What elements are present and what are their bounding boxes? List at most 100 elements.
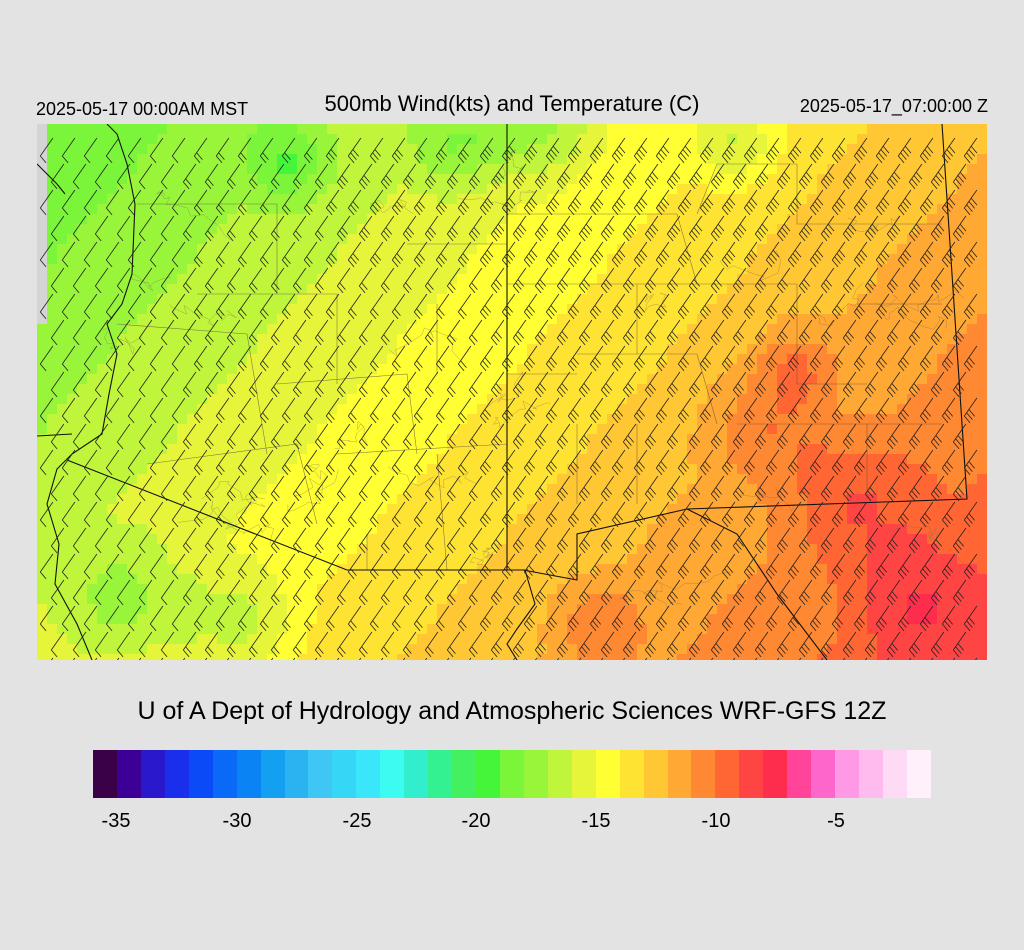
temperature-cell (587, 344, 598, 355)
temperature-cell (807, 354, 818, 365)
temperature-cell (447, 414, 458, 425)
temperature-cell (137, 354, 148, 365)
temperature-cell (237, 434, 248, 445)
temperature-cell (797, 464, 808, 475)
temperature-cell (37, 524, 48, 535)
temperature-cell (637, 484, 648, 495)
temperature-cell (497, 524, 508, 535)
temperature-cell (627, 194, 638, 205)
temperature-cell (177, 374, 188, 385)
temperature-cell (847, 154, 858, 165)
temperature-cell (697, 594, 708, 605)
temperature-cell (57, 444, 68, 455)
temperature-cell (117, 464, 128, 475)
temperature-cell (667, 234, 678, 245)
temperature-cell (527, 634, 538, 645)
temperature-cell (777, 334, 788, 345)
temperature-cell (117, 244, 128, 255)
temperature-cell (757, 444, 768, 455)
temperature-cell (767, 554, 778, 565)
temperature-cell (127, 174, 138, 185)
temperature-cell (637, 374, 648, 385)
temperature-cell (807, 374, 818, 385)
temperature-cell (857, 394, 868, 405)
temperature-cell (127, 384, 138, 395)
temperature-cell (57, 294, 68, 305)
temperature-cell (827, 294, 838, 305)
temperature-cell (617, 284, 628, 295)
temperature-cell (867, 374, 878, 385)
temperature-cell (507, 574, 518, 585)
temperature-cell (687, 454, 698, 465)
temperature-cell (617, 634, 628, 645)
temperature-cell (617, 584, 628, 595)
temperature-cell (157, 174, 168, 185)
temperature-cell (377, 634, 388, 645)
temperature-cell (437, 124, 448, 135)
temperature-cell (747, 184, 758, 195)
temperature-cell (67, 144, 78, 155)
temperature-cell (707, 484, 718, 495)
temperature-cell (467, 524, 478, 535)
temperature-cell (377, 554, 388, 565)
temperature-cell (357, 374, 368, 385)
temperature-cell (687, 184, 698, 195)
temperature-cell (637, 204, 648, 215)
temperature-cell (507, 614, 518, 625)
temperature-cell (57, 434, 68, 445)
temperature-cell (827, 604, 838, 615)
temperature-cell (777, 614, 788, 625)
temperature-cell (697, 204, 708, 215)
temperature-cell (687, 384, 698, 395)
temperature-cell (937, 544, 948, 555)
temperature-cell (247, 394, 258, 405)
temperature-cell (107, 384, 118, 395)
temperature-cell (527, 454, 538, 465)
temperature-cell (347, 374, 358, 385)
temperature-cell (817, 464, 828, 475)
temperature-cell (407, 574, 418, 585)
temperature-cell (587, 134, 598, 145)
temperature-cell (797, 624, 808, 635)
temperature-cell (917, 264, 928, 275)
temperature-cell (867, 164, 878, 175)
temperature-cell (357, 364, 368, 375)
temperature-cell (647, 174, 658, 185)
temperature-cell (757, 174, 768, 185)
temperature-cell (967, 134, 978, 145)
temperature-cell (767, 494, 778, 505)
temperature-cell (917, 214, 928, 225)
temperature-cell (777, 484, 788, 495)
temperature-cell (307, 614, 318, 625)
temperature-cell (447, 424, 458, 435)
temperature-cell (607, 414, 618, 425)
temperature-cell (127, 584, 138, 595)
temperature-cell (717, 134, 728, 145)
temperature-cell (647, 624, 658, 635)
temperature-cell (197, 274, 208, 285)
temperature-cell (47, 204, 58, 215)
temperature-cell (147, 364, 158, 375)
temperature-cell (707, 144, 718, 155)
temperature-cell (107, 214, 118, 225)
temperature-cell (957, 444, 968, 455)
temperature-cell (767, 474, 778, 485)
temperature-cell (907, 274, 918, 285)
temperature-cell (787, 294, 798, 305)
temperature-cell (287, 234, 298, 245)
temperature-cell (707, 464, 718, 475)
temperature-cell (537, 644, 548, 655)
temperature-cell (597, 544, 608, 555)
temperature-cell (527, 254, 538, 265)
temperature-cell (647, 544, 658, 555)
temperature-cell (857, 294, 868, 305)
temperature-cell (457, 184, 468, 195)
temperature-cell (937, 594, 948, 605)
temperature-cell (457, 504, 468, 515)
temperature-cell (807, 504, 818, 515)
temperature-cell (537, 264, 548, 275)
temperature-cell (347, 354, 358, 365)
temperature-cell (577, 454, 588, 465)
temperature-cell (827, 234, 838, 245)
temperature-cell (317, 314, 328, 325)
